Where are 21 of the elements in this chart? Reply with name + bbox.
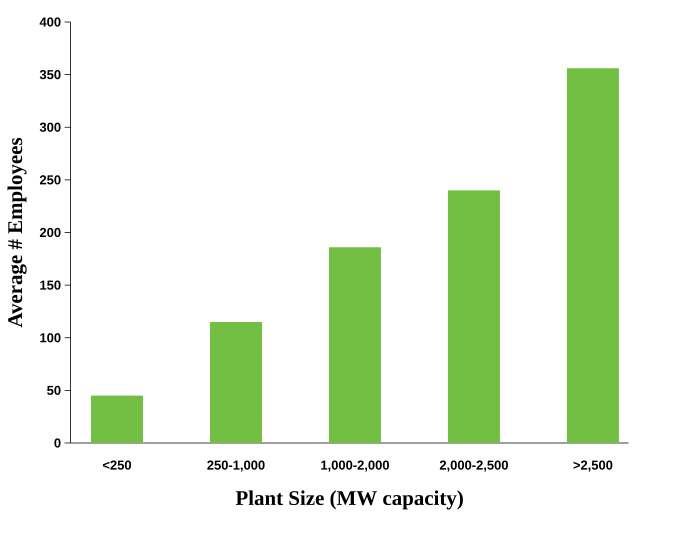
x-tick-label: 2,000-2,500 [440, 460, 508, 472]
y-tick-label: 400 [40, 17, 61, 27]
y-tick-label: 100 [40, 333, 61, 342]
y-axis-title: Average # Employees [7, 138, 27, 328]
bar [448, 190, 500, 443]
x-tick-label: 250-1,000 [207, 460, 265, 472]
y-tick-label: 150 [40, 280, 61, 290]
bar [328, 247, 381, 443]
bar [91, 396, 143, 443]
bar [210, 322, 262, 443]
y-tick-label: 300 [40, 122, 61, 132]
x-axis-title: Plant Size (MW capacity) [236, 490, 463, 510]
y-tick-label: 350 [40, 70, 61, 80]
bar [566, 68, 619, 443]
y-tick-label: 50 [47, 386, 61, 395]
x-tick-label: >2,500 [573, 460, 612, 472]
y-tick-label: 250 [40, 175, 61, 184]
y-tick-label: 0 [54, 438, 61, 448]
y-tick-label: 200 [40, 228, 61, 238]
x-tick-label: <250 [102, 460, 132, 470]
x-tick-label: 1,000-2,000 [321, 460, 389, 472]
